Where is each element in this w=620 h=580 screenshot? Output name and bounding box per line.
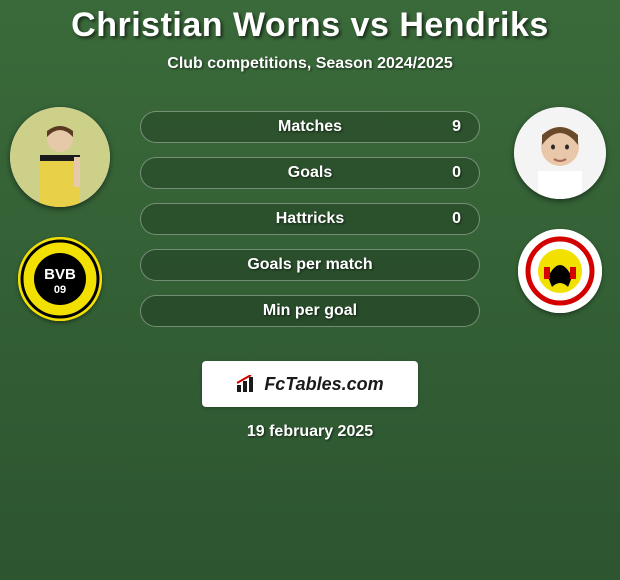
player-left-column: BVB 09 [10, 107, 110, 321]
comparison-main: BVB 09 Matches 9 Goals 0 Hattricks 0 Goa… [0, 111, 620, 327]
svg-text:BVB: BVB [44, 266, 76, 283]
logo-text: FcTables.com [264, 374, 383, 395]
stat-value: 0 [452, 210, 461, 228]
stat-row-goals: Goals 0 [140, 157, 480, 189]
stat-label: Hattricks [276, 210, 344, 228]
fctables-logo: FcTables.com [202, 361, 418, 407]
stat-label: Goals per match [247, 256, 372, 274]
stat-label: Matches [278, 118, 342, 136]
stat-label: Min per goal [263, 302, 357, 320]
page-title: Christian Worns vs Hendriks [71, 6, 549, 45]
stat-row-matches: Matches 9 [140, 111, 480, 143]
stat-label: Goals [288, 164, 332, 182]
stat-value: 9 [452, 118, 461, 136]
subtitle: Club competitions, Season 2024/2025 [167, 55, 452, 73]
stats-list: Matches 9 Goals 0 Hattricks 0 Goals per … [140, 111, 480, 327]
stat-row-hattricks: Hattricks 0 [140, 203, 480, 235]
stat-value: 0 [452, 164, 461, 182]
player-right-column [510, 107, 610, 313]
date-text: 19 february 2025 [247, 423, 373, 441]
svg-text:09: 09 [54, 284, 66, 296]
stat-row-min-per-goal: Min per goal [140, 295, 480, 327]
player-right-avatar [514, 107, 606, 199]
player-left-club-badge: BVB 09 [18, 237, 102, 321]
footer: FcTables.com 19 february 2025 [202, 361, 418, 441]
player-right-club-badge [518, 229, 602, 313]
bar-chart-icon [236, 375, 258, 393]
stat-row-goals-per-match: Goals per match [140, 249, 480, 281]
player-left-avatar [10, 107, 110, 207]
